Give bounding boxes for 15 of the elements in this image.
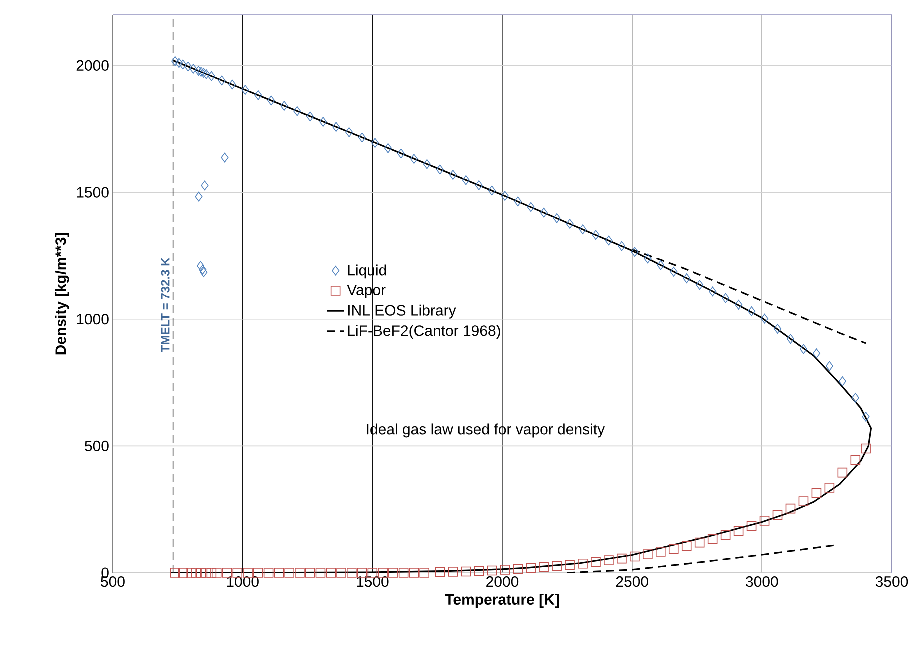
x-tick-label: 3500 (876, 576, 908, 588)
y-axis-title: Density [kg/m**3] (55, 233, 70, 355)
legend-label: INL EOS Library (348, 304, 456, 319)
y-tick-label: 500 (85, 440, 109, 452)
y-tick-label: 2000 (76, 60, 109, 72)
x-tick-label: 2000 (486, 576, 519, 588)
x-tick-label: 1000 (227, 576, 259, 588)
x-tick-label: 3000 (746, 576, 778, 588)
x-axis-title: Temperature [K] (445, 594, 560, 608)
ref-line-label: TMELT = 732.3 K (161, 258, 170, 352)
y-tick-label: 1500 (77, 187, 109, 198)
x-tick-label: 1500 (357, 576, 389, 588)
x-tick-label: 2500 (616, 576, 648, 588)
x-tick-label: 500 (101, 576, 125, 588)
y-tick-label: 1000 (77, 314, 109, 325)
